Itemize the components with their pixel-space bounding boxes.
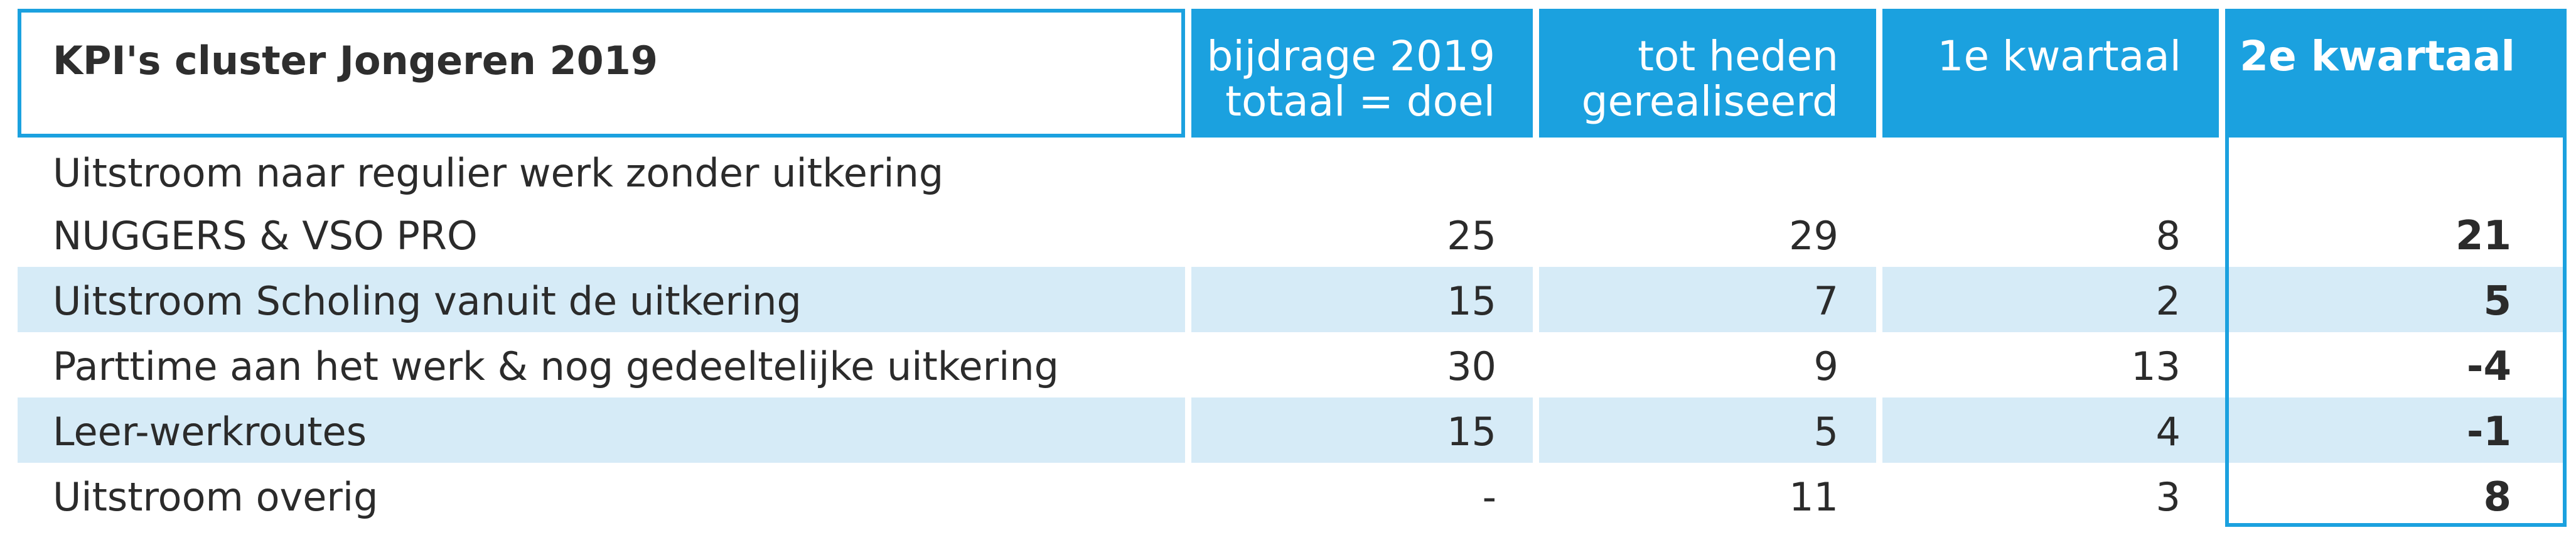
cell-bijdrage: 15 [1447, 278, 1496, 324]
table-row: Leer-werkroutes 15 5 4 [18, 397, 2225, 463]
table-row: Uitstroom overig - 11 3 [18, 463, 2225, 528]
cell-1e-kwartaal: 13 [2131, 343, 2181, 389]
cell-1e-kwartaal: 8 [2155, 213, 2181, 259]
header-tot-heden: tot heden gerealiseerd [1539, 9, 1876, 138]
header-2e-kwartaal-label: 2e kwartaal [2240, 32, 2515, 80]
table-row: Parttime aan het werk & nog gedeeltelijk… [18, 332, 2225, 397]
q2-column-highlight [2225, 138, 2567, 527]
cell-1e-kwartaal: 4 [2155, 409, 2181, 455]
row-label-line2: NUGGERS & VSO PRO [53, 213, 478, 259]
q2-cell-wrapper: 21 [2229, 138, 2563, 267]
q2-cell-wrapper: -4 [2229, 332, 2563, 397]
q2-cell-wrapper: 5 [2229, 267, 2563, 332]
q2-cell-wrapper: 8 [2229, 463, 2563, 523]
row-label: Uitstroom Scholing vanuit de uitkering [53, 278, 802, 324]
cell-bijdrage: 15 [1447, 409, 1496, 455]
cell-2e-kwartaal: 8 [2483, 474, 2511, 521]
column-divider [1876, 267, 1882, 332]
header-tot-heden-line1: tot heden [1638, 32, 1838, 80]
cell-2e-kwartaal: -1 [2466, 409, 2511, 455]
header-bijdrage-line1: bijdrage 2019 [1206, 32, 1496, 80]
header-bijdrage-2019: bijdrage 2019 totaal = doel [1191, 9, 1533, 138]
cell-tot-heden: 9 [1813, 343, 1838, 389]
row-label-line1: Uitstroom naar regulier werk zonder uitk… [53, 150, 944, 196]
cell-tot-heden: 11 [1789, 474, 1838, 520]
header-1e-kwartaal: 1e kwartaal [1882, 9, 2219, 138]
cell-bijdrage: 30 [1447, 343, 1496, 389]
header-bijdrage-line2: totaal = doel [1225, 77, 1495, 126]
column-divider [1185, 397, 1191, 463]
row-label: Uitstroom overig [53, 474, 378, 520]
cell-2e-kwartaal: 21 [2455, 213, 2511, 259]
cell-1e-kwartaal: 3 [2155, 474, 2181, 520]
column-divider [1533, 267, 1539, 332]
cell-tot-heden: 7 [1813, 278, 1838, 324]
header-tot-heden-line2: gerealiseerd [1581, 77, 1838, 126]
column-divider [1533, 397, 1539, 463]
cell-1e-kwartaal: 2 [2155, 278, 2181, 324]
row-label: Leer-werkroutes [53, 409, 367, 455]
cell-bijdrage: - [1482, 474, 1496, 520]
header-1e-kwartaal-label: 1e kwartaal [1937, 32, 2181, 80]
column-divider [1185, 267, 1191, 332]
cell-2e-kwartaal: 5 [2483, 278, 2511, 325]
table-row: Uitstroom naar regulier werk zonder uitk… [18, 138, 2225, 267]
row-label: Parttime aan het werk & nog gedeeltelijk… [53, 343, 1060, 389]
cell-bijdrage: 25 [1447, 213, 1496, 259]
table-row: Uitstroom Scholing vanuit de uitkering 1… [18, 267, 2225, 332]
column-divider [1876, 397, 1882, 463]
cell-2e-kwartaal: -4 [2466, 343, 2511, 390]
q2-cell-wrapper: -1 [2229, 397, 2563, 463]
header-2e-kwartaal: 2e kwartaal [2225, 9, 2567, 138]
table-title: KPI's cluster Jongeren 2019 [18, 9, 1185, 138]
cell-tot-heden: 5 [1813, 409, 1838, 455]
cell-tot-heden: 29 [1789, 213, 1838, 259]
